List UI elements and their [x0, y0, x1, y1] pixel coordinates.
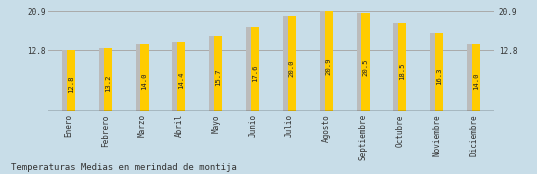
Bar	[246, 27, 257, 111]
Text: 18.5: 18.5	[400, 63, 405, 80]
Bar	[172, 42, 183, 111]
Bar	[320, 11, 330, 111]
Text: 20.0: 20.0	[289, 60, 295, 77]
Bar	[324, 11, 333, 111]
Bar	[104, 48, 112, 111]
Bar	[283, 15, 293, 111]
Bar	[398, 23, 407, 111]
Text: 14.4: 14.4	[178, 72, 184, 89]
Bar	[357, 13, 367, 111]
Bar	[209, 36, 220, 111]
Bar	[288, 15, 296, 111]
Bar	[251, 27, 259, 111]
Bar	[67, 50, 75, 111]
Text: 12.8: 12.8	[68, 75, 74, 93]
Bar	[214, 36, 222, 111]
Text: 20.9: 20.9	[325, 58, 332, 75]
Bar	[62, 50, 72, 111]
Bar	[140, 44, 149, 111]
Text: 13.2: 13.2	[105, 74, 111, 92]
Bar	[472, 44, 480, 111]
Bar	[467, 44, 477, 111]
Bar	[99, 48, 109, 111]
Bar	[361, 13, 369, 111]
Bar	[136, 44, 146, 111]
Bar	[394, 23, 404, 111]
Text: 15.7: 15.7	[215, 69, 221, 86]
Text: 14.0: 14.0	[473, 72, 479, 90]
Text: 14.0: 14.0	[141, 72, 148, 90]
Text: 17.6: 17.6	[252, 65, 258, 82]
Text: Temperaturas Medias en merindad de montija: Temperaturas Medias en merindad de monti…	[11, 163, 236, 172]
Bar	[177, 42, 185, 111]
Bar	[430, 33, 441, 111]
Bar	[435, 33, 443, 111]
Text: 16.3: 16.3	[436, 68, 442, 85]
Text: 20.5: 20.5	[362, 58, 368, 76]
